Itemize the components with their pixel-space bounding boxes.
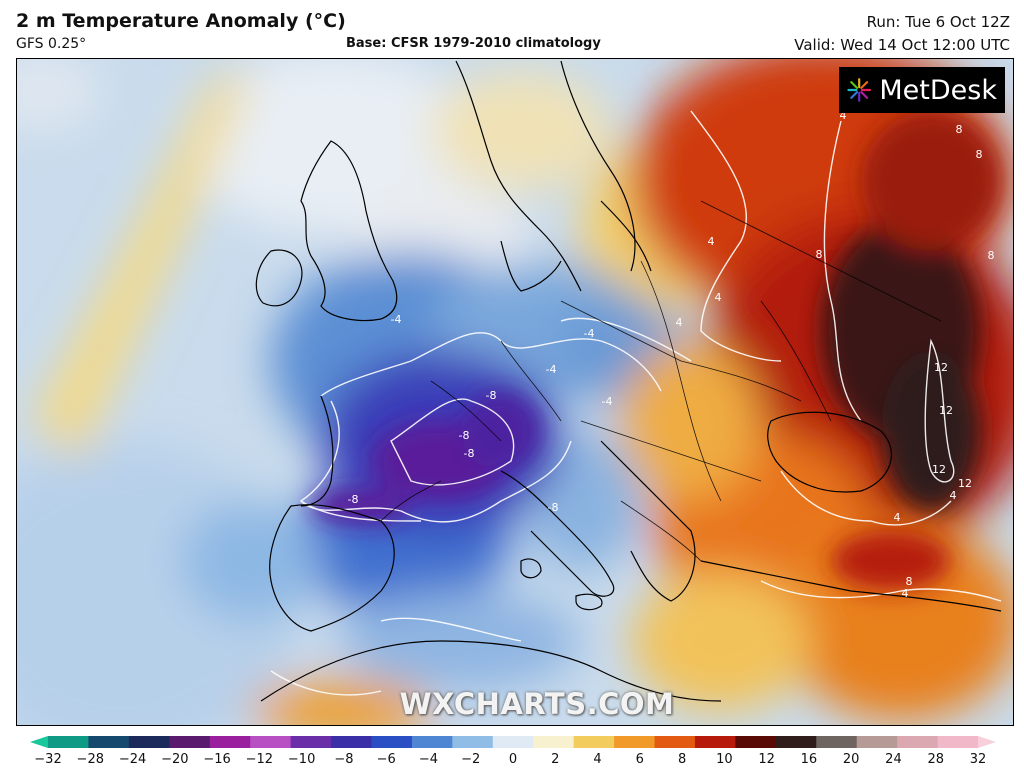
colorbar-segment: [452, 736, 494, 748]
contour-label: -4: [584, 327, 595, 340]
contour-label: 4: [840, 109, 847, 122]
colorbar-segment: [816, 736, 858, 748]
anomaly-colorbar: [30, 736, 996, 748]
contour-label: 8: [956, 123, 963, 136]
contour-label: -8: [548, 501, 559, 514]
anomaly-field-cores: [311, 111, 1001, 591]
contour-label: 12: [934, 361, 948, 374]
colorbar-segment: [492, 736, 534, 748]
contour-label: 8: [906, 575, 913, 588]
contour-label: -4: [391, 313, 402, 326]
colorbar-tick-label: −32: [34, 752, 62, 767]
contour-label: 4: [715, 291, 722, 304]
colorbar-segment: [533, 736, 575, 748]
contour-label: 12: [958, 477, 972, 490]
chart-title: 2 m Temperature Anomaly (°C): [16, 10, 346, 32]
colorbar-tick-label: 2: [551, 752, 560, 767]
contour-label: 4: [894, 511, 901, 524]
colorbar-segment: [331, 736, 372, 748]
colorbar-segment: [209, 736, 251, 748]
colorbar-segment: [937, 736, 979, 748]
colorbar-tick-label: −24: [118, 752, 147, 767]
colorbar-tick-label: −12: [245, 752, 274, 767]
contour-label: -8: [486, 389, 497, 402]
colorbar-tick-label: −2: [461, 752, 481, 767]
colorbar-high-arrow: [978, 736, 996, 748]
colorbar-tick-label: 10: [716, 752, 733, 767]
colorbar-tick-label: 12: [758, 752, 775, 767]
colorbar-tick-label: −10: [287, 752, 316, 767]
contour-label: 8: [988, 249, 995, 262]
colorbar-segment: [250, 736, 292, 748]
colorbar-segment: [48, 736, 89, 748]
colorbar-tick-label: 6: [635, 752, 644, 767]
colorbar-tick-label: −28: [76, 752, 104, 767]
contour-label: 8: [976, 148, 983, 161]
colorbar-segment: [290, 736, 332, 748]
country-borders: [380, 200, 942, 562]
anomaly-contours: [270, 110, 1002, 696]
colorbar-segment: [654, 736, 696, 748]
contour-label: 8: [816, 248, 823, 261]
colorbar-tick-label: 32: [969, 752, 987, 767]
climatology-base-label: Base: CFSR 1979-2010 climatology: [346, 36, 601, 51]
model-label: GFS 0.25°: [16, 36, 87, 52]
colorbar-tick-label: 4: [593, 752, 602, 767]
coastlines: [255, 60, 1002, 702]
colorbar-low-arrow: [30, 736, 48, 748]
valid-time-label: Valid: Wed 14 Oct 12:00 UTC: [794, 36, 1010, 54]
colorbar-tick-label: 20: [842, 752, 860, 767]
colorbar-segment: [694, 736, 736, 748]
colorbar-segment: [128, 736, 170, 748]
colorbar-tick-label: 8: [677, 752, 687, 767]
colorbar-segment: [573, 736, 615, 748]
colorbar-tick-label: 28: [927, 752, 944, 767]
colorbar-tick-label: −6: [376, 752, 396, 767]
contour-label: 4: [708, 235, 715, 248]
colorbar-tick-label: −20: [161, 752, 189, 767]
contour-label: 12: [932, 463, 946, 476]
colorbar-tick-label: −8: [334, 752, 354, 767]
metdesk-logo-text: MetDesk: [879, 74, 997, 106]
run-time-label: Run: Tue 6 Oct 12Z: [866, 13, 1010, 31]
colorbar-tick-label: −16: [203, 752, 231, 767]
metdesk-logo: MetDesk: [839, 67, 1005, 113]
colorbar-tick-labels: −32 −28 −24 −20 −16 −12 −10 −8 −6 −4 −2 0 2 4 6 8 10 12 16…: [0, 752, 1024, 772]
wxcharts-watermark: WXCHARTS.COM: [399, 687, 675, 721]
contour-label: 12: [939, 404, 953, 417]
contour-label: -8: [459, 429, 470, 442]
contour-label: 4: [950, 489, 957, 502]
colorbar-segment: [371, 736, 413, 748]
colorbar-tick-label: 16: [800, 752, 818, 767]
colorbar-segment: [88, 736, 130, 748]
colorbar-segments: [48, 736, 979, 748]
contour-label: -8: [464, 447, 475, 460]
colorbar-segment: [614, 736, 656, 748]
colorbar-tick-label: 0: [508, 752, 518, 767]
colorbar-segment: [775, 736, 817, 748]
colorbar-segment: [411, 736, 453, 748]
temperature-anomaly-map: -4 -4 -4 -4 -8 -8 -8 -8 -8 4 4 4 4 4 4 4 8 8 8 8 8 12 12 12 12 M…: [16, 58, 1014, 726]
colorbar-segment: [856, 736, 898, 748]
contour-label: -8: [348, 493, 359, 506]
colorbar-segment: [897, 736, 939, 748]
contour-label: -4: [602, 395, 613, 408]
contour-label: 4: [902, 587, 909, 600]
metdesk-starburst-icon: [847, 78, 872, 102]
colorbar-tick-label: −4: [418, 752, 439, 767]
contour-label: 4: [676, 316, 683, 329]
colorbar-segment: [169, 736, 211, 748]
colorbar-segment: [735, 736, 777, 748]
contour-label: -4: [546, 363, 557, 376]
colorbar-tick-label: 24: [885, 752, 902, 767]
